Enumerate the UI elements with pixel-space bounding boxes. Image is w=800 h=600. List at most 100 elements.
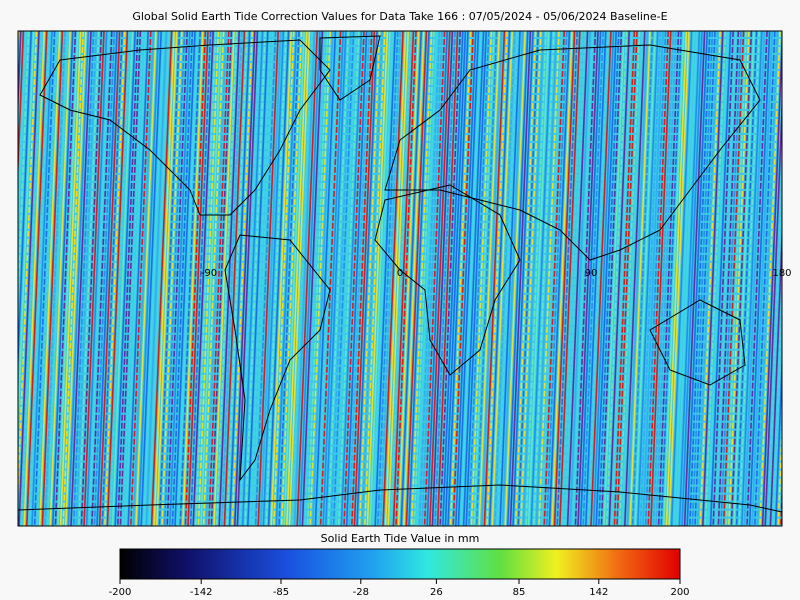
tide-swath [501,31,524,526]
tide-swath [218,31,240,526]
tide-swath [676,31,698,526]
tide-swath [88,31,110,526]
colorbar-tick-label: 142 [589,587,608,598]
tide-swath [236,31,259,526]
tide-swath [189,31,212,526]
tide-swath [491,31,513,526]
tide-swath [585,31,607,526]
tide-swath [215,31,238,526]
tide-swath [395,31,417,526]
tide-swath [553,31,576,526]
longitude-label: 90 [585,268,598,279]
tide-swath [18,31,38,507]
tide-swath [228,31,251,526]
tide-swath [387,31,409,526]
tide-swath [769,219,782,526]
tide-swath [80,31,103,526]
tide-swath [462,31,485,526]
tide-swath [439,31,461,526]
longitude-label: -90 [201,268,217,279]
tide-swath [171,31,194,526]
colorbar-tick-label: 200 [670,587,689,598]
tide-swath [91,31,113,526]
tide-swath [75,31,97,526]
tide-swath [351,31,373,526]
tide-swath [153,31,175,526]
tide-swath [678,31,701,526]
tide-swath [663,31,685,526]
tide-swath [0,31,3,526]
tide-swath [322,31,344,526]
tide-swath [405,31,428,526]
tide-swath [670,31,693,526]
tide-swath [434,31,456,526]
tide-swath [522,31,545,526]
tide-swath [156,31,178,526]
tide-swath [668,31,690,526]
tide-swath [514,31,537,526]
tide-swath [655,31,677,526]
tide-swath [325,31,347,526]
tide-swath [286,31,308,526]
tide-swath [343,31,365,526]
tide-swath [754,31,776,526]
tide-swath [559,31,581,526]
tide-swath [111,31,134,526]
tide-swath [371,31,394,526]
tide-swath [18,31,35,442]
tide-swath [579,31,602,526]
tide-swath [722,31,745,526]
tide-swath [543,31,565,526]
tide-swath [382,31,404,526]
tide-swath [143,31,165,526]
tide-swath [512,31,534,526]
tide-swath [696,31,719,526]
tide-swath [616,31,638,526]
tide-swath [106,31,129,526]
tide-swath [288,31,311,526]
tide-swath [426,31,448,526]
tide-swath [145,31,168,526]
tide-swath [39,31,61,526]
tide-swath [270,31,292,526]
tide-swath [761,31,782,526]
tide-swath [132,31,155,526]
tide-swath [767,154,782,526]
tide-swath [592,31,615,526]
tide-swath [18,31,32,378]
tide-swath [647,31,669,526]
tide-swath [306,31,329,526]
tide-swath [275,31,298,526]
tide-swath [384,31,407,526]
tide-swath [525,31,547,526]
tide-swath [488,31,511,526]
tide-swath [0,31,10,526]
tide-swath [210,31,233,526]
tide-swath [673,31,695,526]
tide-swath [496,31,519,526]
tide-swath [163,31,186,526]
tide-swath [468,31,490,526]
tide-swath [566,31,589,526]
tide-swath [590,31,612,526]
tide-swath [379,31,402,526]
tide-swath [353,31,376,526]
tide-swath [36,31,58,526]
tide-swath [535,31,558,526]
tide-swath [182,31,204,526]
tide-swath [283,31,305,526]
tide-swath [49,31,71,526]
tide-swath [317,31,339,526]
tide-swath [652,31,675,526]
coastlines [18,35,782,513]
tide-swath [421,31,443,526]
tide-swath [460,31,482,526]
tide-swath [0,31,5,526]
tide-swath [702,31,724,526]
tide-swath [631,31,654,526]
tide-swath [442,31,464,526]
tide-swath [624,31,646,526]
tide-swath [197,31,220,526]
tide-swath [338,31,360,526]
tide-swath [244,31,266,526]
